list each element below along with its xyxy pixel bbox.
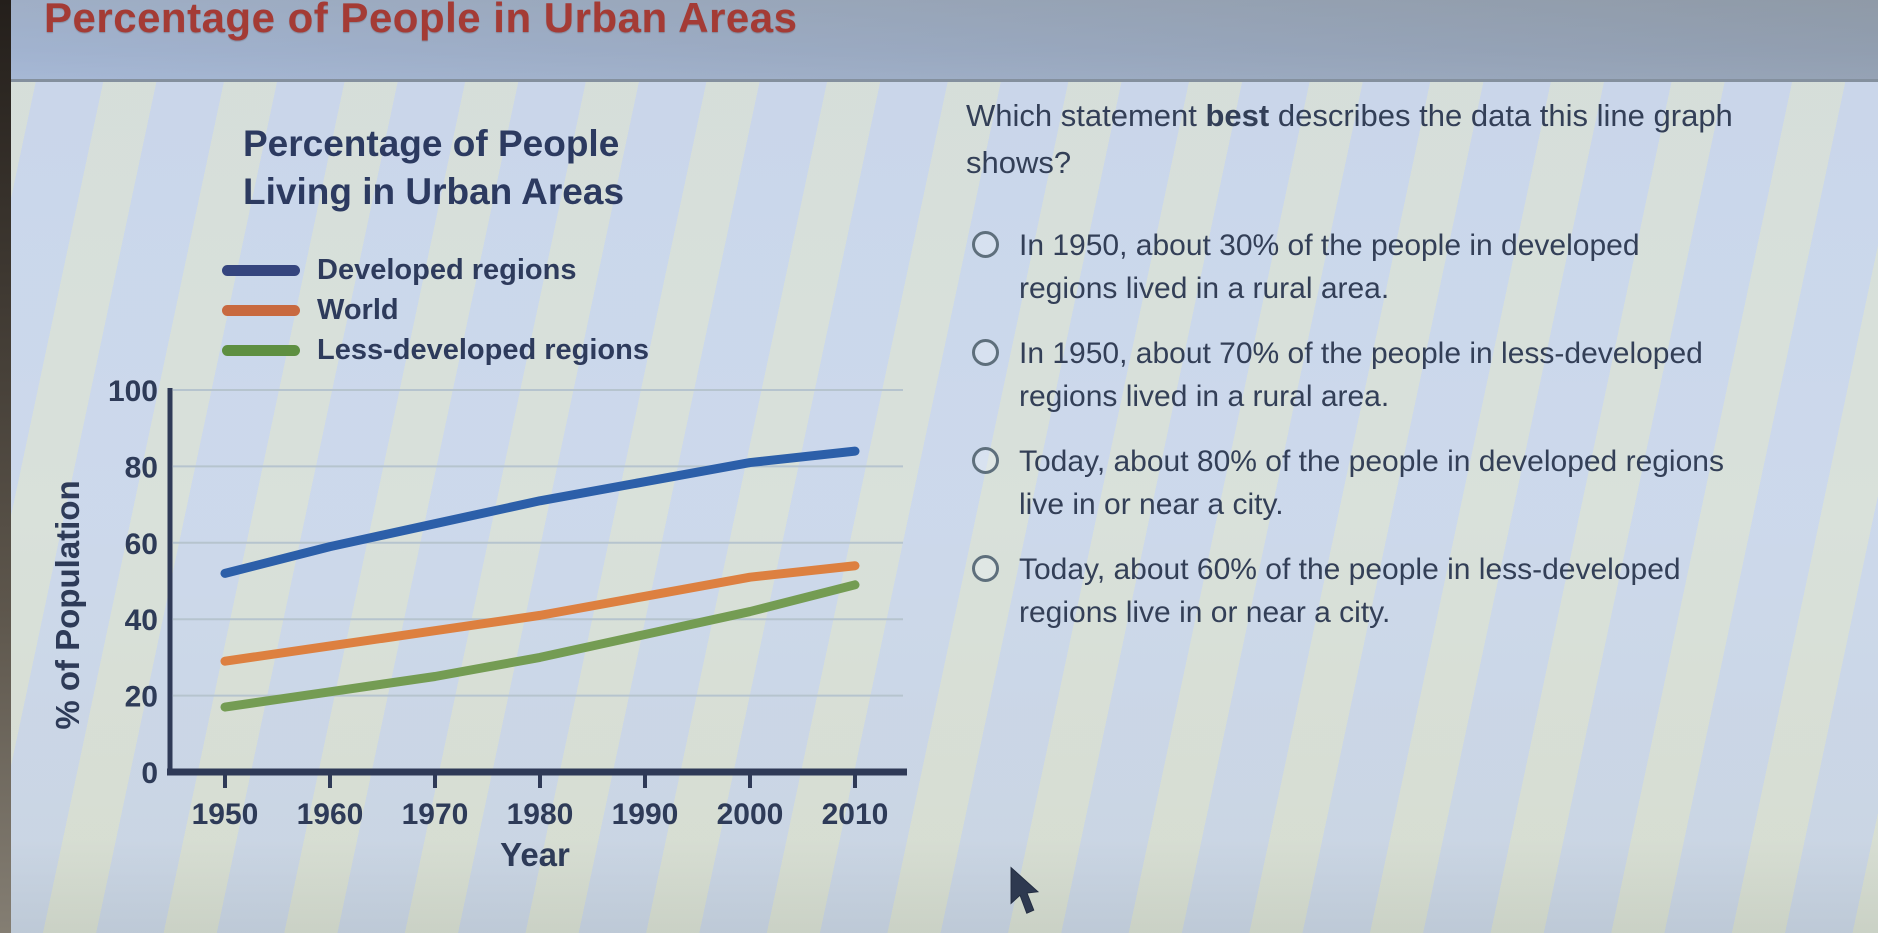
chart-legend: Developed regions World Less-developed reg…: [222, 250, 649, 370]
answer-option-2-label: In 1950, about 70% of the people in less…: [1019, 337, 1703, 413]
y-axis-title: % of Population: [55, 480, 86, 729]
y-tick-label: 60: [125, 528, 158, 561]
chart-title-line2: Living in Urban Areas: [243, 171, 625, 212]
y-tick-label: 80: [125, 451, 158, 484]
question-bold-word: best: [1205, 98, 1270, 133]
radio-button-3[interactable]: [972, 447, 999, 474]
answer-option-1[interactable]: In 1950, about 30% of the people in deve…: [972, 224, 1752, 310]
legend-item-1: Developed regions: [222, 250, 649, 290]
chart-title: Percentage of People Living in Urban Are…: [243, 120, 624, 216]
x-tick-label: 1950: [192, 798, 259, 831]
x-tick-label: 1970: [402, 798, 469, 831]
legend-swatch-icon: [222, 344, 300, 356]
answer-option-2[interactable]: In 1950, about 70% of the people in less…: [972, 332, 1752, 418]
answer-option-1-label: In 1950, about 30% of the people in deve…: [1019, 229, 1640, 305]
question-prefix: Which statement: [966, 98, 1206, 133]
y-tick-label: 40: [125, 604, 158, 637]
x-tick-label: 1960: [297, 798, 364, 831]
x-axis-title: Year: [500, 836, 570, 873]
series-line-less-developed-regions: [220, 580, 860, 712]
x-tick-label: 2000: [717, 798, 784, 831]
legend-item-3: Less-developed regions: [222, 330, 649, 370]
legend-item-2: World: [222, 290, 649, 330]
answer-options: In 1950, about 30% of the people in deve…: [972, 224, 1752, 656]
question-text: Which statement best describes the data …: [966, 92, 1741, 186]
legend-swatch-icon: [222, 304, 300, 316]
x-tick-label: 1980: [507, 798, 574, 831]
answer-option-4[interactable]: Today, about 60% of the people in less-d…: [972, 548, 1752, 634]
radio-button-2[interactable]: [972, 339, 999, 366]
legend-label: World: [317, 293, 399, 326]
answer-option-3[interactable]: Today, about 80% of the people in develo…: [972, 440, 1752, 526]
y-tick-label: 20: [125, 681, 158, 714]
legend-swatch-icon: [222, 264, 300, 276]
screen-edge-bezel: [0, 0, 11, 933]
series-line-developed-regions: [220, 446, 860, 578]
legend-label: Less-developed regions: [317, 333, 649, 366]
radio-button-1[interactable]: [972, 231, 999, 258]
y-tick-label: 0: [141, 757, 158, 790]
header-band: Percentage of People in Urban Areas: [0, 0, 1878, 82]
x-tick-label: 1990: [612, 798, 679, 831]
answer-option-4-label: Today, about 60% of the people in less-d…: [1019, 553, 1681, 629]
line-chart: 0 20 40 60 80 100 1950 1960 1970 1980 1990 2000 2010…: [55, 375, 907, 873]
y-tick-label: 100: [108, 375, 158, 408]
series-line-world: [220, 561, 860, 666]
page-title: Percentage of People in Urban Areas: [44, 0, 798, 41]
mouse-cursor-icon: [1010, 866, 1040, 914]
chart-title-line1: Percentage of People: [243, 123, 620, 164]
x-tick-label: 2010: [822, 798, 889, 831]
question-suffix: describes the data this line graph shows…: [966, 98, 1733, 180]
legend-label: Developed regions: [317, 253, 577, 286]
radio-button-4[interactable]: [972, 555, 999, 582]
answer-option-3-label: Today, about 80% of the people in develo…: [1019, 445, 1724, 521]
